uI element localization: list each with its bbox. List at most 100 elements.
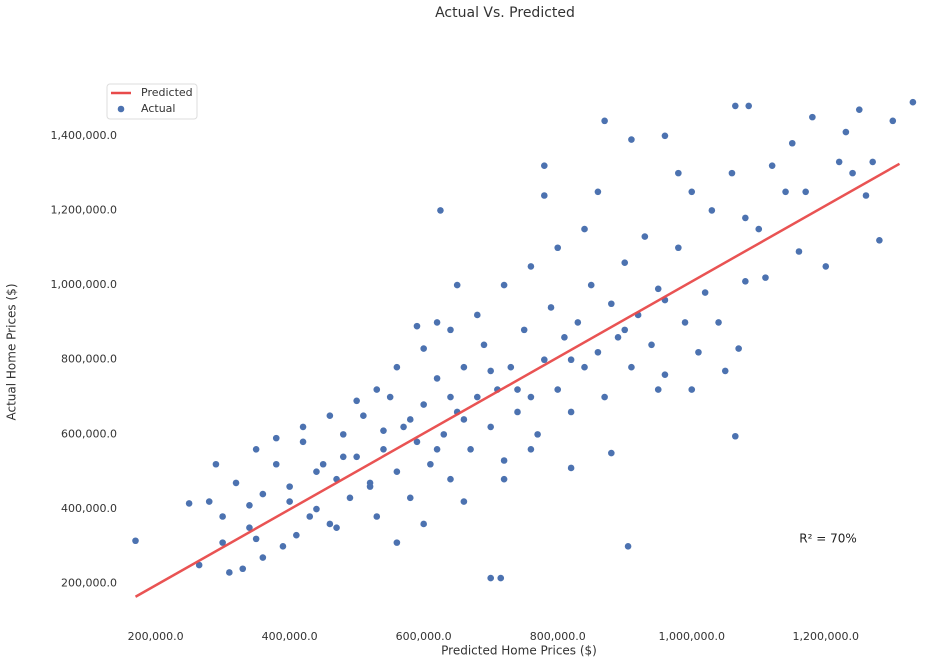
data-point	[487, 423, 494, 431]
data-point	[527, 393, 535, 401]
data-point	[252, 535, 260, 543]
y-tick-label: 1,400,000.0	[51, 129, 117, 142]
y-tick-label: 800,000.0	[61, 353, 117, 366]
data-point	[601, 117, 608, 125]
data-point	[313, 468, 320, 476]
data-point	[567, 464, 575, 472]
data-point	[413, 438, 421, 446]
data-point	[541, 356, 548, 364]
data-point	[688, 188, 696, 196]
data-point	[514, 386, 521, 393]
y-tick-label: 1,200,000.0	[51, 203, 117, 216]
data-point	[621, 259, 629, 266]
data-point	[661, 132, 669, 140]
data-point	[299, 438, 307, 446]
data-point	[654, 285, 662, 293]
data-point	[339, 453, 347, 461]
data-point	[594, 188, 602, 196]
data-point	[473, 393, 481, 401]
data-point	[232, 479, 240, 487]
data-point	[286, 483, 293, 490]
data-point	[742, 278, 749, 285]
data-point	[581, 225, 588, 233]
legend: Predicted Actual	[106, 83, 198, 120]
data-point	[661, 371, 669, 378]
data-point	[259, 554, 267, 561]
data-point	[849, 169, 856, 177]
data-point	[695, 348, 702, 356]
y-tick-label: 600,000.0	[61, 427, 117, 440]
x-tick-label: 1,000,000.0	[658, 630, 724, 643]
data-point	[527, 263, 535, 270]
data-point	[621, 326, 629, 334]
data-point	[460, 363, 468, 371]
data-point	[380, 446, 387, 453]
data-point	[272, 434, 280, 442]
data-point	[675, 169, 682, 177]
data-point	[487, 574, 494, 582]
data-point	[219, 539, 226, 546]
data-point	[272, 460, 280, 468]
data-point	[608, 449, 615, 457]
r2-annotation: R² = 70%	[799, 532, 857, 546]
data-point	[360, 412, 367, 420]
data-point	[581, 363, 588, 371]
y-tick-label: 200,000.0	[61, 577, 117, 590]
data-point	[732, 432, 739, 440]
data-point	[406, 416, 414, 423]
data-point	[339, 431, 347, 438]
data-point	[681, 319, 689, 326]
data-point	[453, 281, 461, 289]
data-point	[715, 319, 722, 326]
data-point	[742, 214, 749, 222]
data-point	[400, 423, 407, 431]
data-point	[648, 341, 655, 349]
data-point	[835, 158, 843, 166]
data-point	[132, 537, 139, 545]
data-point	[460, 416, 468, 423]
data-point	[514, 408, 521, 416]
data-point	[420, 345, 427, 352]
data-point	[293, 531, 300, 539]
data-point	[497, 574, 505, 582]
data-point	[762, 274, 769, 281]
data-point	[567, 356, 575, 364]
data-point	[373, 386, 381, 393]
data-point	[822, 263, 830, 270]
data-point	[554, 244, 562, 252]
data-point	[380, 427, 387, 434]
x-axis-label: Predicted Home Prices ($)	[441, 644, 597, 658]
data-point	[467, 446, 474, 453]
data-point	[594, 348, 602, 356]
data-point	[437, 207, 444, 214]
data-point	[319, 460, 327, 468]
data-point	[534, 431, 541, 438]
data-point	[614, 334, 622, 341]
data-point	[768, 162, 776, 169]
data-point	[809, 113, 816, 121]
chart-title: Actual Vs. Predicted	[435, 5, 575, 21]
data-point	[195, 561, 203, 569]
data-point	[460, 498, 468, 505]
x-tick-label: 400,000.0	[262, 630, 318, 643]
data-point	[909, 98, 917, 106]
data-point	[862, 192, 870, 199]
data-point	[473, 311, 481, 319]
data-point	[393, 468, 401, 476]
data-point	[507, 363, 515, 371]
data-point	[561, 334, 568, 341]
data-point	[447, 475, 454, 483]
data-point	[500, 457, 508, 464]
data-point	[252, 446, 260, 453]
legend-marker	[117, 105, 125, 113]
data-point	[500, 281, 508, 289]
data-point	[366, 483, 374, 490]
y-tick-label: 400,000.0	[61, 502, 117, 515]
data-point	[333, 524, 340, 531]
y-axis-label: Actual Home Prices ($)	[5, 284, 19, 421]
data-point	[554, 386, 562, 393]
data-point	[353, 397, 360, 405]
data-point	[246, 501, 253, 509]
data-point	[701, 289, 709, 296]
